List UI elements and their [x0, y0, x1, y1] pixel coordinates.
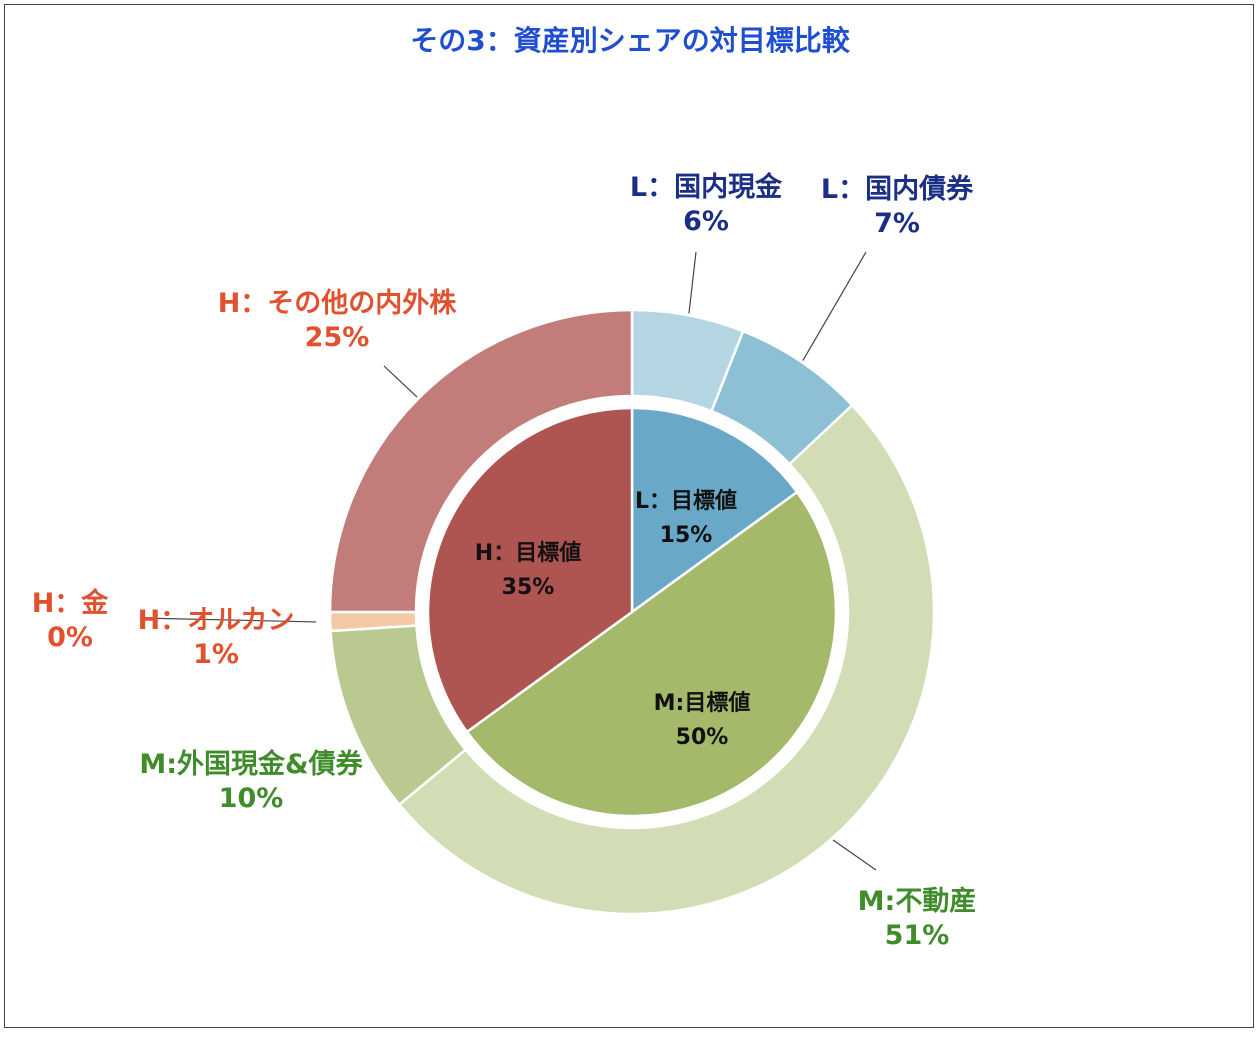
leader-line-2 — [832, 839, 877, 871]
leader-line-6 — [383, 365, 418, 398]
outer-label-0: L：国内現金 6% — [630, 171, 783, 237]
leader-line-0 — [688, 251, 697, 314]
inner-ring-slice-0 — [630, 406, 799, 615]
inner-label-2: H：目標値 35% — [475, 541, 581, 600]
outer-label-4: H：オルカン 1% — [138, 605, 295, 670]
slice-labels: L：目標値 15% M:目標値 50% H：目標値 35% L：国内現金 6% L：国内債券 7%… — [32, 171, 977, 951]
outer-ring-slice-6 — [328, 308, 634, 614]
chart-title: その3：資産別シェアの対目標比較 — [410, 24, 850, 57]
inner-label-1: M:目標値 50% — [654, 691, 751, 750]
inner-ring-slice-2 — [426, 406, 634, 734]
outer-label-6: H：その他の内外株 25% — [218, 288, 458, 353]
outer-label-3: M:外国現金&債券 10% — [139, 748, 363, 814]
inner-ring-slice-1 — [465, 490, 837, 817]
leader-line-4 — [139, 617, 317, 623]
leader-lines — [139, 251, 877, 871]
outer-label-2: M:不動産 51% — [858, 885, 977, 951]
inner-label-0: L：目標値 15% — [635, 489, 737, 548]
outer-ring — [328, 308, 936, 916]
outer-label-1: L：国内債券 7% — [821, 173, 974, 239]
outer-ring-slice-2 — [397, 403, 936, 916]
outer-label-5: H：金 0% — [32, 587, 110, 653]
inner-ring — [426, 406, 837, 817]
leader-line-1 — [802, 251, 867, 361]
